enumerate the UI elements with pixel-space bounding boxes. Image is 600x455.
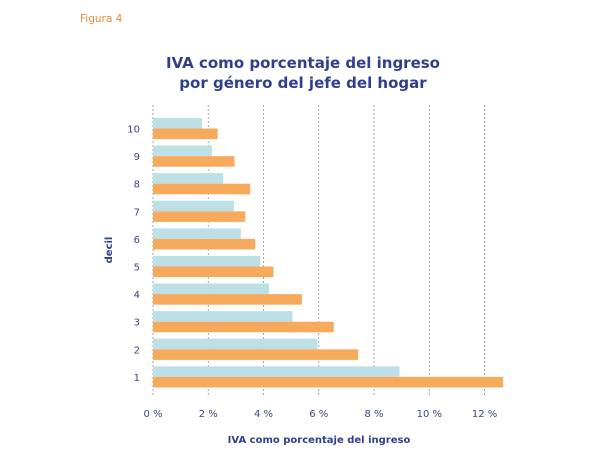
y-tick-label: 10: [127, 125, 140, 136]
y-tick-label: 2: [134, 345, 140, 356]
bar-decil-4-series-2: [153, 294, 302, 305]
bar-decil-5-series-2: [153, 266, 274, 278]
bar-decil-8-series-2: [153, 183, 251, 195]
bar-decil-6-series-1: [153, 228, 241, 239]
y-tick-label: 4: [134, 290, 140, 301]
bar-decil-7-series-2: [153, 211, 246, 222]
x-tick-label: 2 %: [199, 409, 218, 420]
chart-title-line-2: por género del jefe del hogar: [179, 74, 427, 92]
bar-decil-6-series-2: [153, 238, 256, 250]
y-tick-label: 8: [134, 180, 140, 191]
bar-decil-3-series-2: [153, 321, 334, 333]
x-tick-label: 12 %: [472, 409, 497, 420]
y-tick-label: 9: [134, 152, 140, 163]
y-tick-label: 3: [134, 318, 140, 329]
bar-decil-2-series-2: [153, 349, 359, 360]
y-tick-label: 5: [134, 263, 140, 274]
bar-decil-10-series-2: [153, 128, 218, 140]
bar-decil-3-series-1: [153, 311, 293, 322]
x-axis-label: IVA como porcentaje del ingreso: [228, 435, 411, 446]
y-tick-label: 1: [134, 373, 140, 384]
y-tick-label: 7: [134, 207, 140, 218]
x-tick-label: 10 %: [417, 409, 442, 420]
x-tick-label: 0 %: [143, 409, 162, 420]
bar-decil-8-series-1: [153, 173, 224, 184]
figure-label: Figura 4: [80, 13, 123, 25]
x-tick-label: 8 %: [365, 409, 384, 420]
bar-decil-2-series-1: [153, 338, 318, 350]
bar-decil-1-series-1: [153, 366, 400, 377]
bar-decil-9-series-1: [153, 145, 212, 157]
bar-decil-7-series-1: [153, 200, 234, 212]
x-tick-label: 6 %: [309, 409, 328, 420]
x-tick-label: 4 %: [254, 409, 273, 420]
bar-decil-9-series-2: [153, 156, 235, 167]
chart-title-line-1: IVA como porcentaje del ingreso: [166, 54, 440, 72]
bar-decil-1-series-2: [153, 376, 504, 388]
y-axis-label: decil: [104, 237, 115, 264]
y-tick-label: 6: [134, 235, 140, 246]
bar-decil-5-series-1: [153, 255, 261, 267]
bar-decil-10-series-1: [153, 117, 202, 129]
bar-decil-4-series-1: [153, 283, 270, 295]
